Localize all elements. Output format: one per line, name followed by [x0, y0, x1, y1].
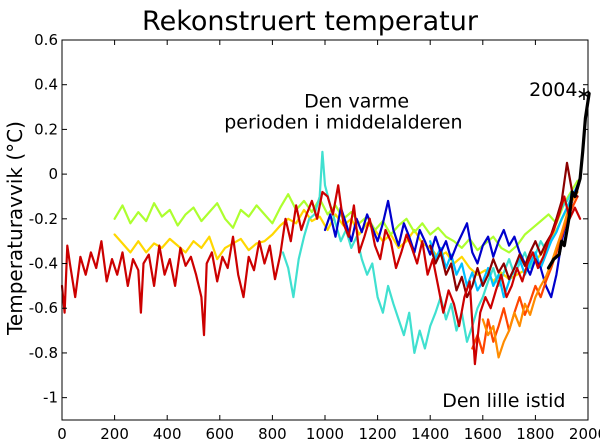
series-line-3 [429, 184, 579, 299]
series-line-8 [60, 184, 582, 366]
chart-title: Rekonstruert temperatur [142, 6, 479, 37]
annotation-2: Den lille istid [442, 390, 565, 412]
x-tick-label: 1400 [411, 425, 449, 443]
x-tick-label: 200 [100, 425, 129, 443]
x-tick-label: 1000 [306, 425, 344, 443]
x-tick-label: 800 [258, 425, 287, 443]
x-tick-label: 1800 [516, 425, 554, 443]
y-tick-label: 0.6 [34, 31, 58, 49]
annotation-3: 2004 [529, 79, 577, 101]
y-tick-label: -0.4 [29, 255, 58, 273]
y-tick-label: -1 [43, 389, 58, 407]
y-tick-label: -0.8 [29, 344, 58, 362]
x-tick-label: 1200 [359, 425, 397, 443]
series-line-6 [481, 190, 579, 359]
annotation-0: Den varme [304, 90, 409, 112]
x-tick-label: 2000 [569, 425, 600, 443]
x-tick-label: 400 [153, 425, 182, 443]
series-line-9 [546, 92, 591, 270]
x-tick-label: 1600 [464, 425, 502, 443]
series-line-2 [281, 150, 574, 354]
series-line-1 [113, 179, 579, 254]
y-axis-label: Temperaturavvik (°C) [3, 121, 27, 336]
y-tick-label: -0.2 [29, 210, 58, 228]
y-tick-label: 0 [48, 165, 58, 183]
annotation-4: ∗ [576, 83, 592, 105]
y-tick-label: 0.4 [34, 76, 58, 94]
ticks-layer: 0 200 400 600 800 1000 1200 1400 1600 1800 2000 -1 -… [29, 31, 600, 443]
annotation-1: perioden i middelalderen [224, 112, 462, 134]
x-tick-label: 0 [57, 425, 67, 443]
y-tick-label: 0.2 [34, 120, 58, 138]
series-layer [60, 92, 591, 366]
y-tick-label: -0.6 [29, 299, 58, 317]
x-tick-label: 600 [205, 425, 234, 443]
